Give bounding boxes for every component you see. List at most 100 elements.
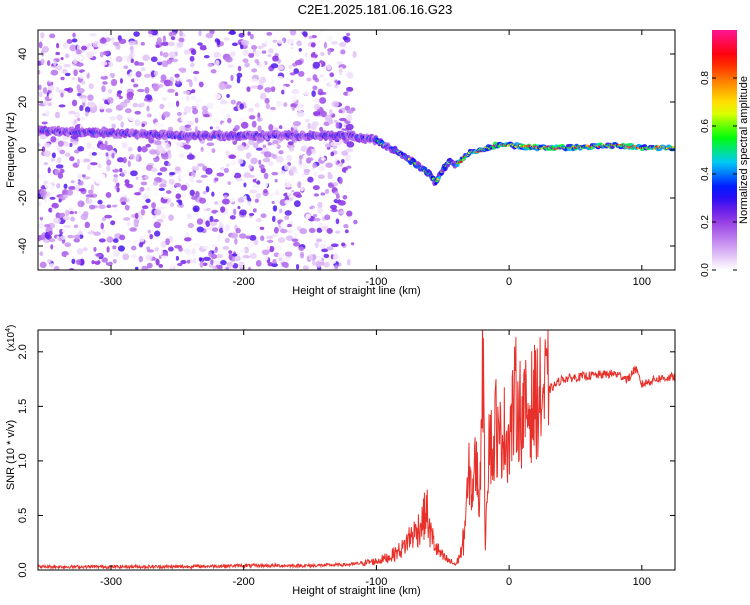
noise-blob — [175, 92, 178, 96]
noise-blob — [126, 202, 134, 206]
colorbar-tick-label: 0.0 — [700, 263, 711, 277]
noise-blob — [88, 190, 93, 195]
noise-blob — [98, 164, 102, 169]
noise-blob — [241, 40, 249, 46]
noise-blob — [117, 87, 123, 91]
noise-blob — [346, 87, 353, 92]
noise-blob — [272, 154, 277, 159]
noise-blob — [250, 78, 257, 81]
noise-blob — [229, 154, 236, 159]
noise-blob — [215, 60, 219, 66]
noise-blob — [239, 209, 247, 215]
noise-blob — [130, 170, 138, 176]
noise-blob — [305, 203, 312, 208]
noise-blob — [272, 55, 279, 61]
noise-blob — [155, 247, 159, 251]
noise-blob — [339, 89, 342, 92]
noise-blob — [343, 224, 348, 228]
noise-blob — [243, 182, 246, 187]
noise-blob — [243, 172, 250, 178]
noise-blob — [217, 39, 220, 45]
noise-blob — [43, 87, 48, 94]
noise-blob — [175, 160, 181, 164]
noise-blob — [339, 210, 344, 214]
noise-blob — [47, 60, 50, 66]
noise-blob — [220, 206, 225, 212]
noise-blob — [102, 229, 105, 233]
noise-blob — [124, 99, 131, 103]
noise-blob — [50, 244, 53, 249]
noise-blob — [169, 51, 176, 58]
noise-blob — [72, 38, 78, 42]
noise-blob — [264, 173, 269, 179]
noise-blob — [154, 71, 158, 76]
noise-blob — [259, 203, 262, 206]
noise-blob — [77, 200, 84, 207]
noise-blob — [239, 248, 245, 252]
noise-blob — [113, 259, 117, 263]
noise-blob — [40, 190, 47, 197]
noise-blob — [203, 191, 207, 195]
noise-blob — [226, 94, 230, 98]
noise-blob — [346, 33, 350, 37]
noise-blob — [313, 62, 320, 69]
noise-blob — [91, 260, 94, 264]
noise-blob — [254, 51, 261, 56]
noise-blob — [302, 31, 307, 36]
noise-blob — [102, 81, 108, 84]
noise-blob — [273, 205, 277, 211]
noise-blob — [230, 160, 237, 166]
noise-blob — [77, 88, 85, 93]
noise-blob — [206, 142, 214, 146]
noise-blob — [277, 40, 283, 44]
noise-blob — [234, 173, 241, 179]
noise-blob — [284, 200, 290, 205]
noise-blob — [72, 100, 77, 107]
noise-blob — [208, 251, 212, 257]
noise-blob — [112, 245, 116, 249]
noise-blob — [106, 192, 112, 198]
noise-blob — [38, 91, 42, 97]
noise-blob — [198, 31, 201, 37]
noise-blob — [109, 73, 115, 77]
noise-blob — [327, 64, 332, 70]
noise-blob — [279, 125, 282, 129]
noise-blob — [82, 174, 86, 177]
noise-blob — [65, 210, 69, 217]
noise-blob — [231, 100, 236, 105]
noise-blob — [168, 102, 174, 108]
noise-blob — [100, 61, 107, 66]
noise-blob — [214, 177, 218, 181]
noise-blob — [256, 218, 262, 222]
noise-blob — [207, 227, 212, 230]
noise-blob — [287, 191, 290, 196]
noise-blob — [145, 87, 150, 94]
noise-blob — [147, 249, 154, 252]
noise-blob — [263, 189, 268, 193]
noise-blob — [186, 110, 191, 113]
noise-blob — [175, 166, 181, 171]
noise-blob — [145, 255, 152, 261]
y-tick-label: 0.0 — [17, 562, 29, 577]
noise-blob — [163, 193, 169, 199]
noise-blob — [77, 146, 84, 151]
noise-blob — [97, 157, 100, 162]
noise-blob — [192, 248, 196, 255]
noise-blob — [255, 103, 260, 108]
noise-blob — [318, 174, 325, 179]
y-tick-label: 0 — [17, 147, 29, 153]
noise-blob — [138, 62, 145, 66]
noise-blob — [171, 36, 176, 40]
noise-blob — [90, 33, 97, 37]
noise-blob — [313, 74, 318, 80]
noise-blob — [248, 164, 252, 169]
noise-blob — [55, 112, 60, 119]
noise-blob — [306, 157, 313, 161]
x-tick-label: 0 — [506, 276, 512, 288]
noise-blob — [176, 256, 179, 261]
noise-blob — [248, 267, 251, 272]
noise-blob — [266, 103, 270, 109]
noise-blob — [60, 77, 64, 80]
noise-blob — [44, 143, 51, 148]
